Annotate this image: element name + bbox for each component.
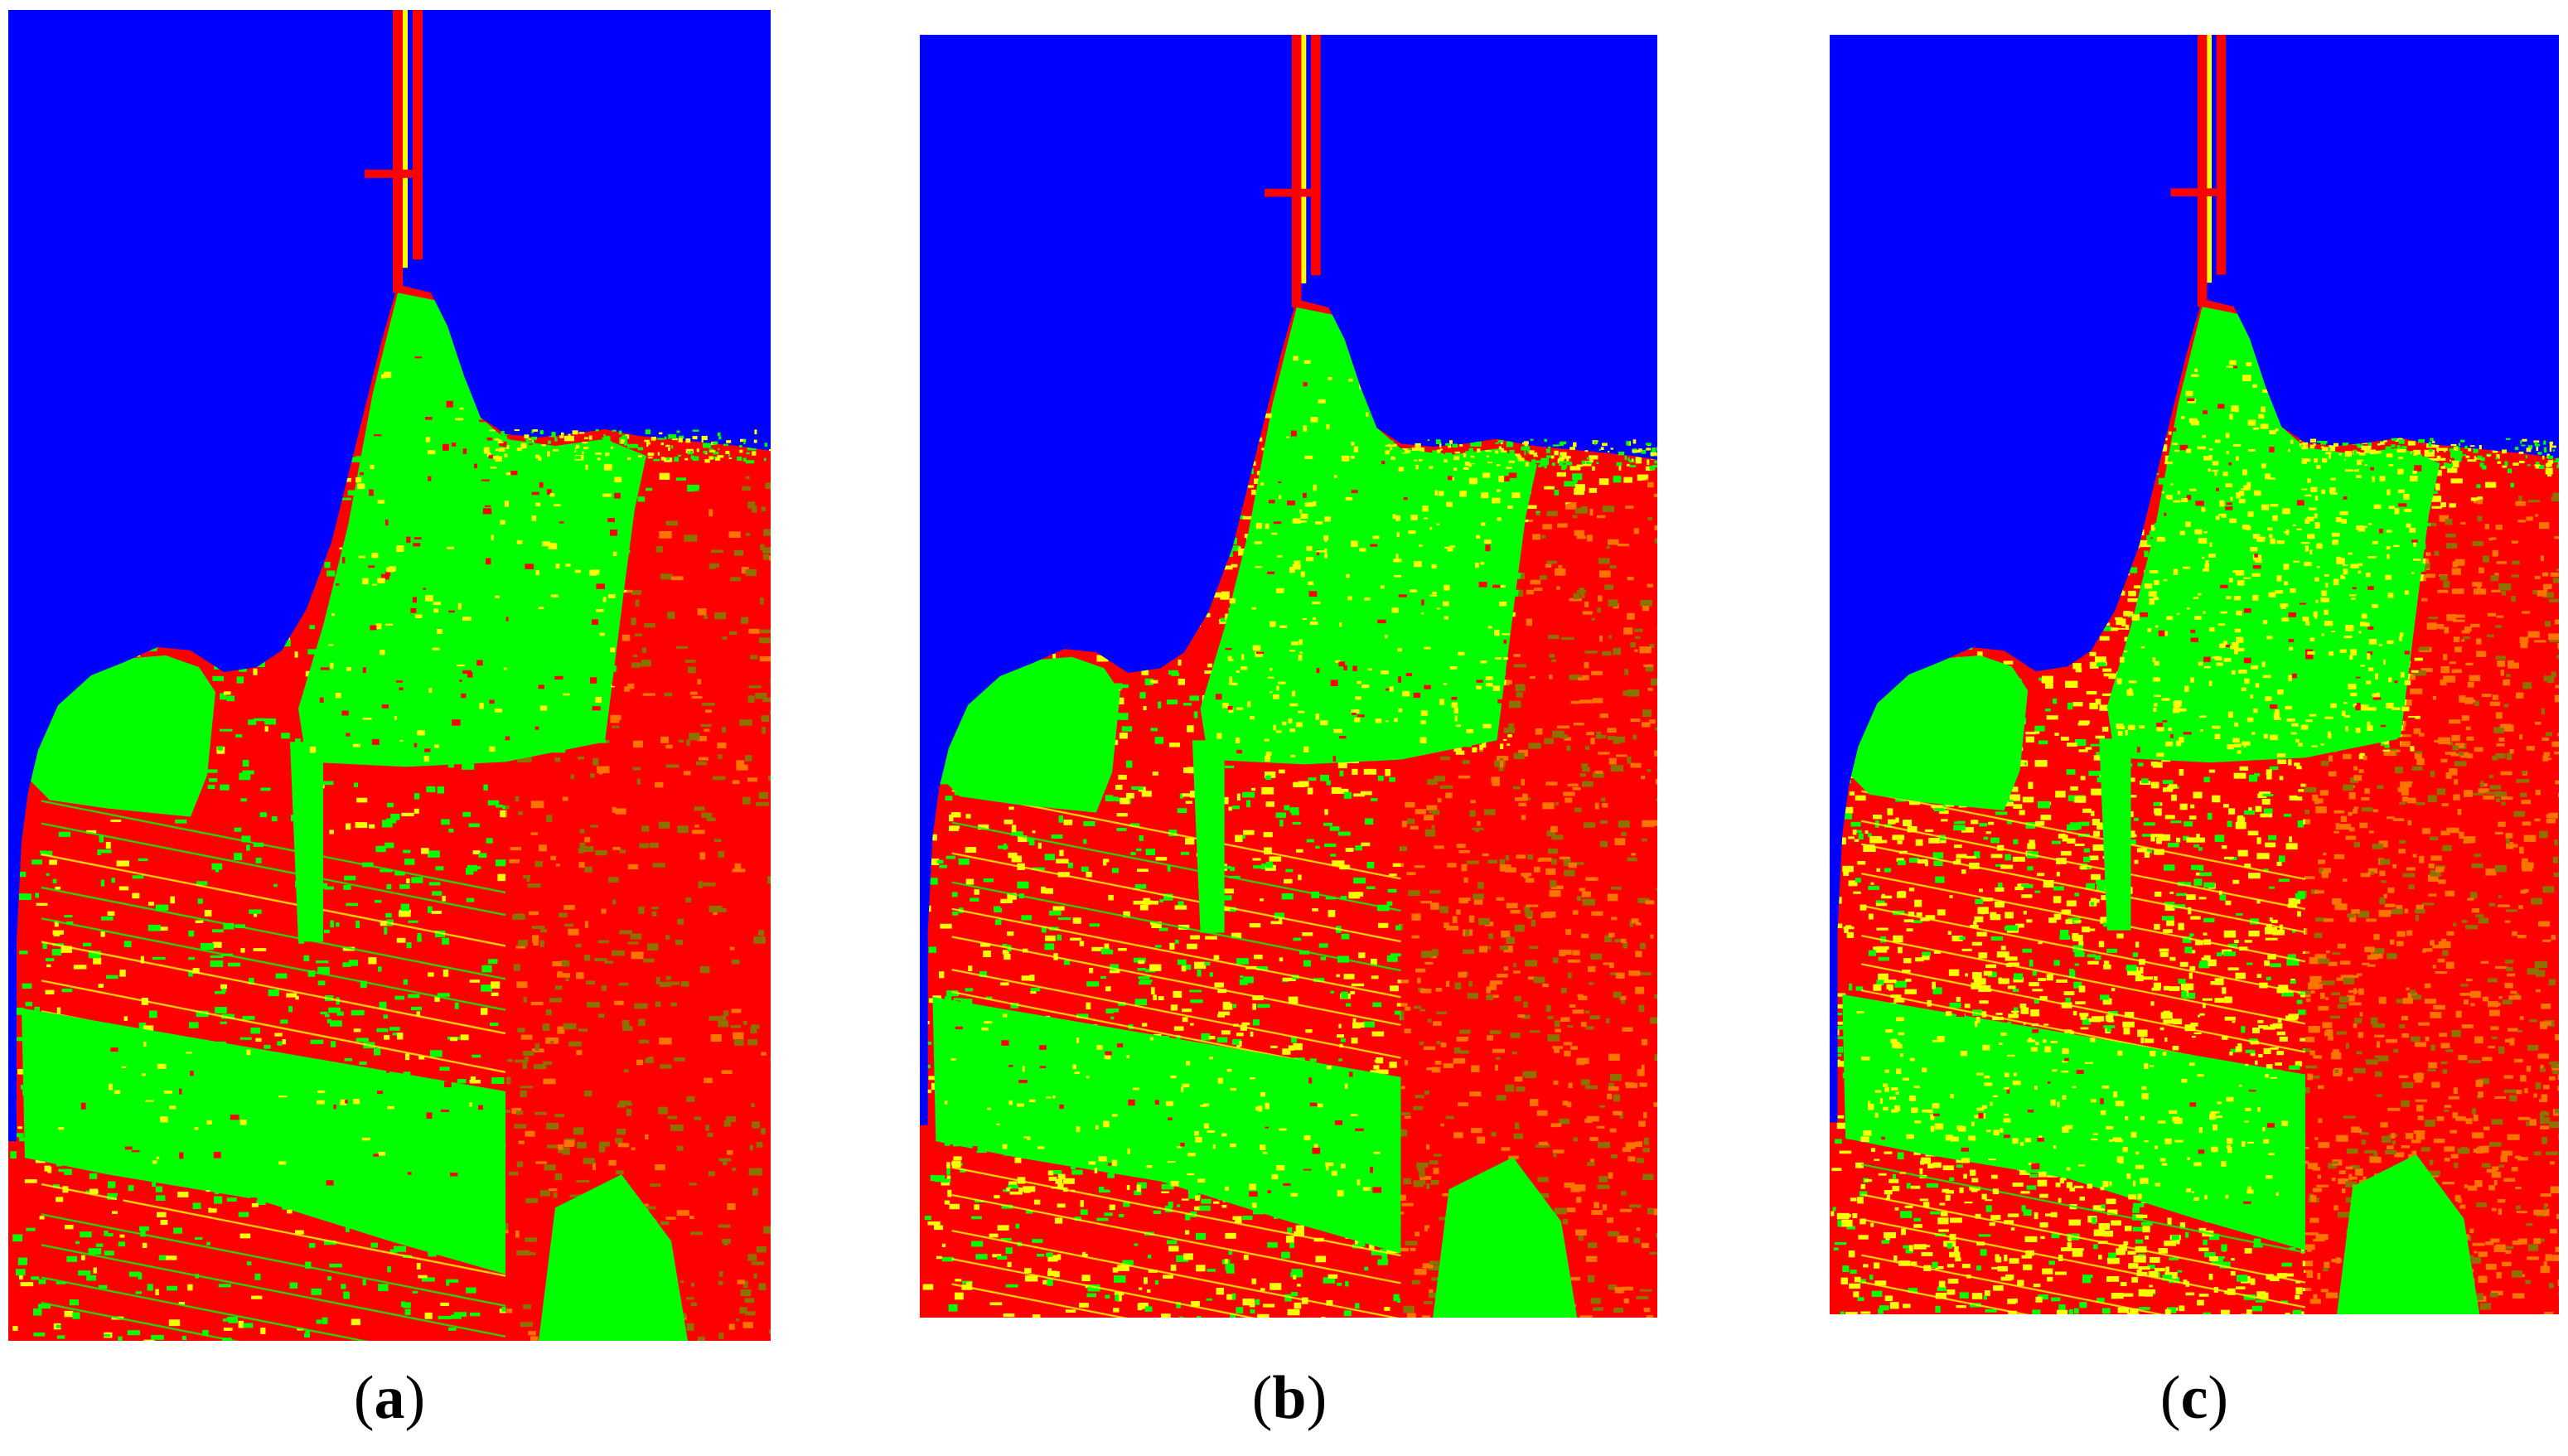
dense-urban-zone (505, 467, 771, 1341)
bridge-span-0 (1291, 35, 1302, 307)
bridge-span-1 (413, 10, 423, 260)
map-b-svg (920, 35, 1657, 1318)
coastline-fringe (489, 428, 771, 463)
caption-a: (a) (353, 1364, 426, 1432)
bridge-span-2 (2207, 35, 2213, 283)
water-area (1830, 35, 2559, 1123)
bridge-span-0 (2197, 35, 2208, 307)
bridge-pier (1264, 188, 1321, 197)
water-area (920, 35, 1657, 1125)
bridge-span-1 (2216, 35, 2227, 275)
caption-b: (b) (1251, 1364, 1328, 1432)
bridge-span-2 (1301, 35, 1307, 283)
caption-c: (c) (2159, 1364, 2229, 1432)
vegetation-area-1 (939, 656, 1120, 813)
vegetation-area-3 (1433, 1157, 1578, 1318)
vegetation-area-1 (28, 655, 215, 817)
coastline-fringe (1385, 438, 1657, 471)
vegetation-area-2 (932, 997, 1401, 1254)
vegetation-area-0 (298, 293, 646, 767)
vegetation-area-0 (1200, 307, 1537, 765)
vegetation-area-4 (1192, 740, 1225, 933)
vegetation-texture (1856, 356, 2423, 1207)
vegetation-area-2 (1842, 994, 2305, 1250)
caption-a-letter: a (374, 1364, 405, 1432)
vegetation-area-1 (1848, 655, 2029, 811)
classification-map-c (1830, 35, 2559, 1314)
classification-map-a (8, 10, 771, 1341)
map-c-svg (1830, 35, 2559, 1314)
vegetation-area-3 (2337, 1154, 2480, 1314)
bridge-span-2 (403, 10, 408, 268)
bridge-span-0 (393, 10, 403, 293)
vegetation-area-3 (539, 1174, 688, 1341)
bridge-span-1 (1311, 35, 1321, 276)
dense-urban-zone (2304, 474, 2559, 1314)
vegetation-area-4 (2099, 738, 2131, 931)
vegetation-area-4 (290, 742, 323, 942)
map-a-svg (8, 10, 771, 1341)
dense-urban-zone (1400, 476, 1657, 1318)
caption-c-letter: c (2180, 1364, 2208, 1432)
bridge-pier (2170, 188, 2227, 196)
bridge-pier (365, 169, 423, 178)
classification-map-b (920, 35, 1657, 1318)
caption-b-letter: b (1272, 1364, 1307, 1432)
water-area (8, 10, 771, 1142)
coastline-fringe (2290, 438, 2559, 471)
